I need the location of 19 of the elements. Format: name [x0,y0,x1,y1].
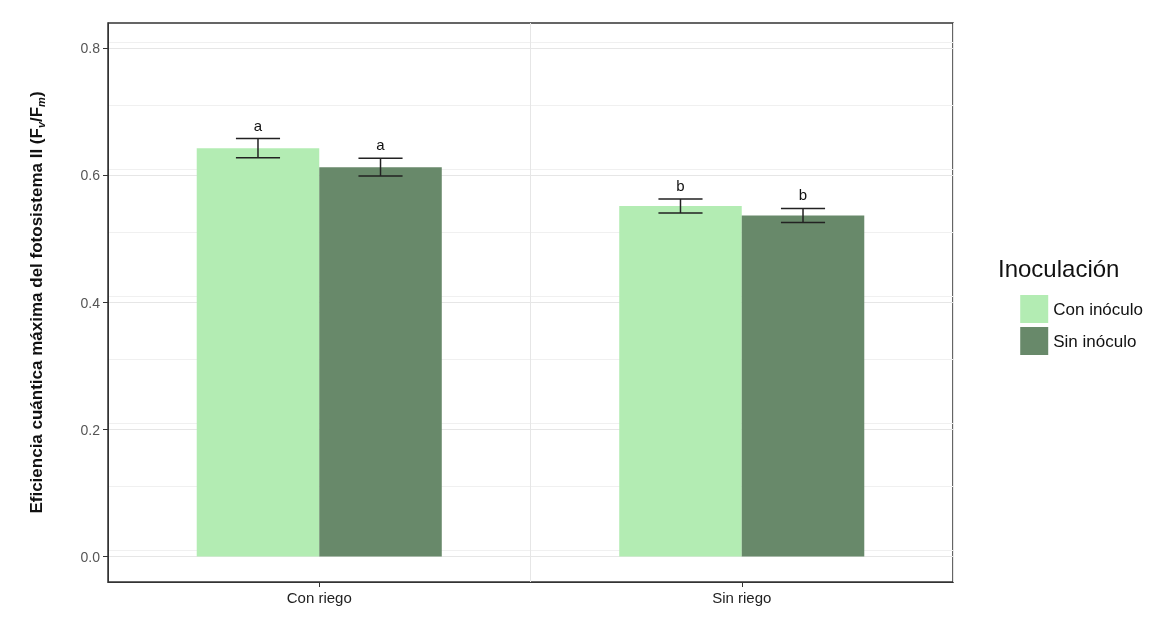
x-tick-label: Sin riego [712,589,772,606]
legend-label: Con inóculo [1053,299,1143,319]
legend-label: Sin inóculo [1053,331,1137,351]
bar [196,148,320,557]
x-tick-label: Con riego [286,589,352,606]
data-label: b [798,186,808,204]
y-tick-label: 0.8 [80,40,101,57]
y-tick-label: 0.2 [80,421,101,438]
bar [619,205,742,557]
data-label: a [376,136,386,154]
bar [741,215,865,557]
data-label: a [253,116,263,134]
y-axis-title: Eficiencia cuántica máxima del fotosistema II (Fv/Fm) [27,91,47,514]
y-tick-label: 0.0 [80,548,101,565]
y-tick-label: 0.6 [80,167,101,184]
legend-title: Inoculación [998,254,1120,282]
y-tick-label: 0.4 [80,294,101,311]
data-label: b [676,176,685,194]
bar [319,167,442,557]
